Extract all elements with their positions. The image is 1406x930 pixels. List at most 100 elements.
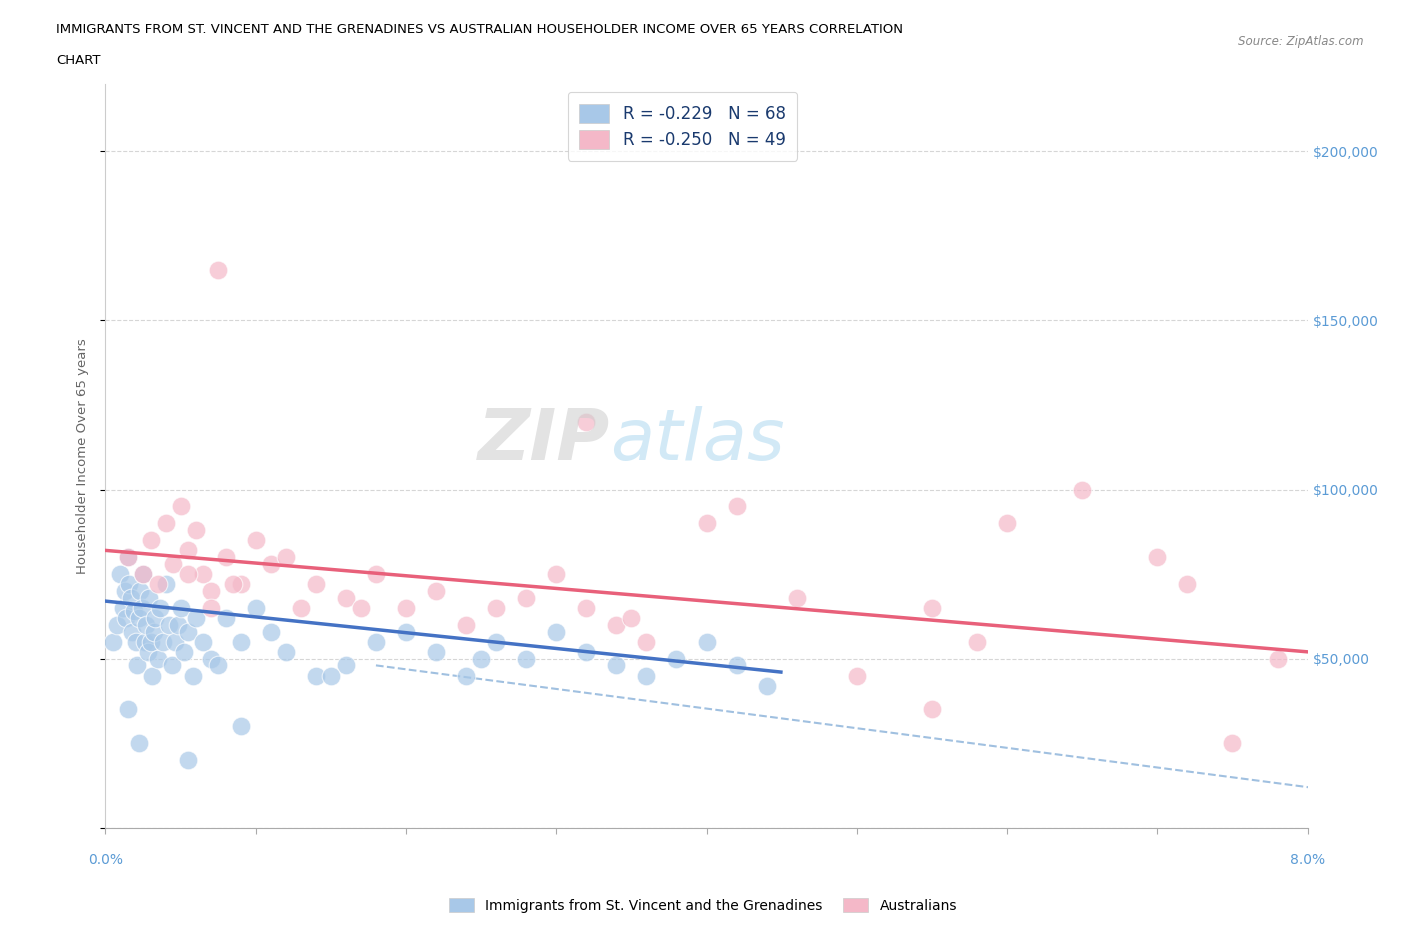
Point bbox=[260, 556, 283, 571]
Point bbox=[152, 634, 174, 649]
Point bbox=[132, 566, 155, 581]
Point bbox=[636, 634, 658, 649]
Point bbox=[120, 591, 142, 605]
Point bbox=[132, 566, 155, 581]
Point bbox=[454, 668, 477, 683]
Point bbox=[546, 566, 568, 581]
Text: CHART: CHART bbox=[56, 54, 101, 67]
Point bbox=[229, 719, 252, 734]
Text: IMMIGRANTS FROM ST. VINCENT AND THE GRENADINES VS AUSTRALIAN HOUSEHOLDER INCOME : IMMIGRANTS FROM ST. VINCENT AND THE GREN… bbox=[56, 23, 903, 36]
Point bbox=[620, 611, 643, 626]
Point bbox=[125, 658, 148, 672]
Point bbox=[725, 499, 748, 514]
Point bbox=[319, 668, 342, 683]
Point bbox=[305, 668, 328, 683]
Point bbox=[191, 634, 214, 649]
Legend: Immigrants from St. Vincent and the Grenadines, Australians: Immigrants from St. Vincent and the Gren… bbox=[443, 893, 963, 919]
Point bbox=[101, 634, 124, 649]
Point bbox=[1175, 577, 1198, 591]
Point bbox=[966, 634, 988, 649]
Point bbox=[395, 601, 418, 616]
Point bbox=[636, 668, 658, 683]
Point bbox=[117, 702, 139, 717]
Legend: R = -0.229   N = 68, R = -0.250   N = 49: R = -0.229 N = 68, R = -0.250 N = 49 bbox=[568, 92, 797, 161]
Point bbox=[121, 624, 143, 639]
Point bbox=[454, 618, 477, 632]
Point bbox=[160, 658, 183, 672]
Point bbox=[142, 624, 165, 639]
Point bbox=[146, 577, 169, 591]
Point bbox=[118, 577, 141, 591]
Point bbox=[245, 533, 267, 548]
Point bbox=[229, 634, 252, 649]
Point bbox=[117, 550, 139, 565]
Point bbox=[139, 533, 162, 548]
Point bbox=[229, 577, 252, 591]
Point bbox=[222, 577, 245, 591]
Point bbox=[1071, 482, 1094, 497]
Point bbox=[575, 601, 598, 616]
Point bbox=[696, 516, 718, 531]
Point bbox=[107, 618, 129, 632]
Point bbox=[515, 591, 537, 605]
Point bbox=[184, 523, 207, 538]
Point bbox=[1146, 550, 1168, 565]
Point bbox=[163, 634, 186, 649]
Point bbox=[131, 601, 153, 616]
Point bbox=[335, 591, 357, 605]
Point bbox=[136, 644, 159, 659]
Point bbox=[166, 618, 188, 632]
Point bbox=[138, 591, 160, 605]
Point bbox=[921, 702, 943, 717]
Point bbox=[305, 577, 328, 591]
Point bbox=[169, 601, 191, 616]
Point bbox=[128, 736, 150, 751]
Point bbox=[177, 566, 200, 581]
Point bbox=[114, 583, 136, 598]
Point bbox=[207, 262, 229, 277]
Point bbox=[546, 624, 568, 639]
Point bbox=[181, 668, 204, 683]
Point bbox=[162, 556, 184, 571]
Point bbox=[605, 658, 627, 672]
Point bbox=[122, 604, 145, 618]
Point bbox=[696, 634, 718, 649]
Point bbox=[395, 624, 418, 639]
Point bbox=[117, 550, 139, 565]
Point bbox=[141, 668, 163, 683]
Point bbox=[110, 566, 132, 581]
Point bbox=[290, 601, 312, 616]
Point bbox=[755, 678, 778, 693]
Point bbox=[157, 618, 180, 632]
Point bbox=[335, 658, 357, 672]
Text: 8.0%: 8.0% bbox=[1291, 853, 1324, 867]
Point bbox=[200, 583, 222, 598]
Point bbox=[725, 658, 748, 672]
Point bbox=[177, 543, 200, 558]
Point bbox=[665, 651, 688, 666]
Point bbox=[143, 611, 166, 626]
Point bbox=[274, 644, 297, 659]
Point bbox=[575, 644, 598, 659]
Point bbox=[845, 668, 868, 683]
Point bbox=[200, 601, 222, 616]
Point bbox=[995, 516, 1018, 531]
Point bbox=[155, 516, 177, 531]
Text: ZIP: ZIP bbox=[478, 406, 610, 475]
Point bbox=[425, 583, 447, 598]
Point bbox=[139, 634, 162, 649]
Point bbox=[214, 611, 236, 626]
Point bbox=[260, 624, 283, 639]
Point bbox=[112, 601, 135, 616]
Point bbox=[134, 634, 156, 649]
Text: atlas: atlas bbox=[610, 406, 785, 475]
Point bbox=[350, 601, 373, 616]
Point bbox=[1267, 651, 1289, 666]
Point bbox=[148, 601, 170, 616]
Point bbox=[274, 550, 297, 565]
Point bbox=[425, 644, 447, 659]
Point bbox=[173, 644, 195, 659]
Point bbox=[515, 651, 537, 666]
Point bbox=[485, 634, 508, 649]
Text: Source: ZipAtlas.com: Source: ZipAtlas.com bbox=[1239, 35, 1364, 48]
